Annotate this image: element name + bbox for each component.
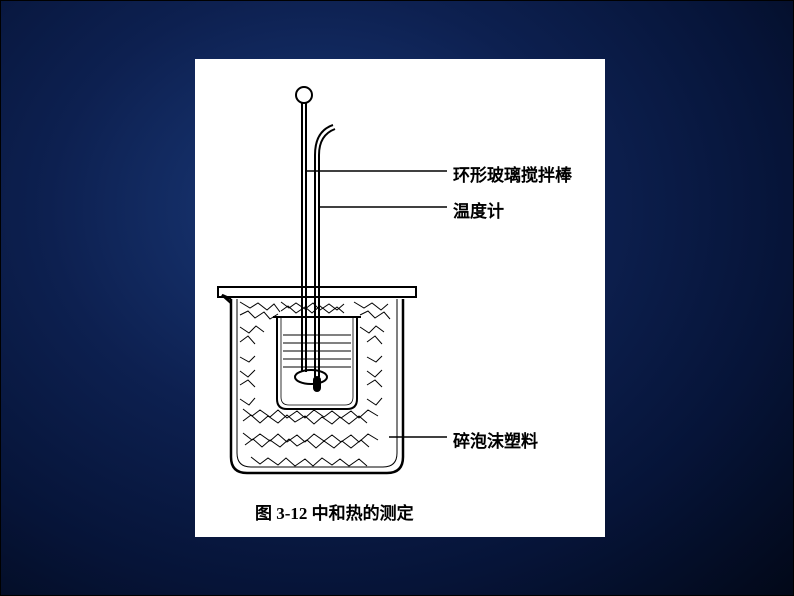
apparatus-diagram <box>195 59 605 537</box>
diagram-panel: 环形玻璃搅拌棒 温度计 碎泡沫塑料 图 3-12 中和热的测定 <box>195 59 605 537</box>
inner-cup <box>273 317 361 409</box>
figure-caption: 图 3-12 中和热的测定 <box>255 499 414 524</box>
label-foam: 碎泡沫塑料 <box>453 427 538 452</box>
lid-board <box>218 287 416 297</box>
label-thermometer: 温度计 <box>453 197 504 222</box>
label-stirrer: 环形玻璃搅拌棒 <box>453 161 572 186</box>
